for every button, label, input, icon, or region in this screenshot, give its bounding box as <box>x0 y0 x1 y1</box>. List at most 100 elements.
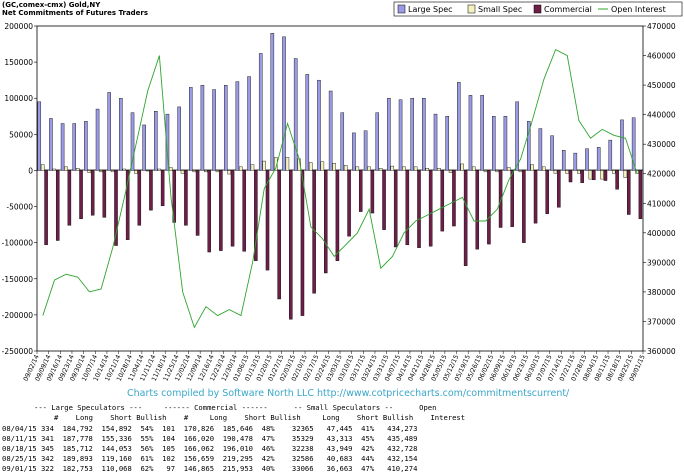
large-spec-bar <box>119 98 123 171</box>
y2-tick-label: 460000 <box>647 52 676 61</box>
y2-tick-label: 400000 <box>647 229 676 238</box>
small-spec-bar <box>448 170 453 173</box>
large-spec-bar <box>305 74 310 171</box>
commercial-bar <box>324 170 328 274</box>
small-spec-bar <box>145 170 150 172</box>
large-spec-bar <box>515 101 519 171</box>
y-tick-label: 50000 <box>9 130 33 139</box>
small-spec-bar <box>204 170 208 173</box>
commercial-bar <box>137 170 142 226</box>
small-spec-bar <box>52 168 57 171</box>
large-spec-bar <box>561 150 566 171</box>
bar-series <box>37 33 643 320</box>
legend-swatch-small-spec <box>467 4 476 14</box>
commercial-bar <box>568 170 573 183</box>
commercial-bar <box>102 170 107 218</box>
small-spec-bar <box>588 170 593 180</box>
small-spec-bar <box>600 170 604 180</box>
large-spec-bar <box>585 148 589 171</box>
chart-header-line1: (GC,comex-cmx) Gold,NY <box>2 1 101 9</box>
small-spec-bar <box>530 164 534 171</box>
commercial-bar <box>289 170 293 320</box>
large-spec-bar <box>538 128 543 171</box>
small-spec-bar <box>134 170 138 174</box>
small-spec-bar <box>577 170 581 174</box>
y2-tick-label: 370000 <box>647 317 676 326</box>
commercial-bar <box>90 170 95 216</box>
small-spec-bar <box>495 170 499 173</box>
y-axis-left: 200000 150000 100000 50000 0 -50000 -100000 -15… <box>2 22 37 356</box>
summary-table: --- Large Speculators --- ------ Commerc… <box>2 403 465 473</box>
commercial-bar <box>440 170 445 232</box>
small-spec-bar <box>437 168 441 171</box>
y2-tick-label: 440000 <box>647 111 676 120</box>
legend-swatch-large-spec <box>397 4 406 14</box>
large-spec-bar <box>457 82 461 171</box>
large-spec-bar <box>142 124 146 171</box>
y-tick-label: -200000 <box>2 311 34 320</box>
y-tick-label: -250000 <box>2 347 34 356</box>
large-spec-bar <box>258 53 263 171</box>
commercial-bar <box>452 170 456 227</box>
commercial-bar <box>79 170 83 220</box>
y2-tick-label: 420000 <box>647 170 676 179</box>
small-spec-bar <box>565 170 569 174</box>
large-spec-bar <box>235 81 240 171</box>
y-tick-label: 0 <box>28 166 33 175</box>
large-spec-bar <box>398 99 403 171</box>
large-spec-bar <box>631 117 636 171</box>
table-row: 08/04/15 334 184,792 154,892 54% 101 170… <box>2 424 417 433</box>
small-spec-bar <box>611 170 616 174</box>
small-spec-bar <box>518 170 523 173</box>
commercial-bar <box>557 170 561 208</box>
y-tick-label: -50000 <box>6 203 33 212</box>
y2-tick-label: 470000 <box>647 22 676 31</box>
commercial-bar <box>417 170 421 248</box>
small-spec-bar <box>367 166 371 171</box>
small-spec-bar <box>553 170 558 174</box>
y-tick-label: -150000 <box>2 275 34 284</box>
y2-tick-label: 430000 <box>647 140 676 149</box>
commercial-bar <box>44 170 48 246</box>
large-spec-bar <box>352 132 356 171</box>
large-spec-bar <box>608 139 613 171</box>
legend-label-commercial: Commercial <box>544 5 592 14</box>
large-spec-bar <box>596 147 601 171</box>
table-row: 09/01/15 322 182,753 110,068 62% 97 146,… <box>2 464 417 473</box>
table-row: 08/25/15 342 189,893 119,160 61% 102 156… <box>2 454 417 463</box>
small-spec-bar <box>64 166 68 171</box>
x-axis-labels: 09/02/1409/09/1409/16/1409/23/1409/30/14… <box>23 351 647 382</box>
large-spec-bar <box>550 135 554 171</box>
commercial-bar <box>265 170 270 271</box>
large-spec-bar <box>433 113 438 171</box>
large-spec-bar <box>72 123 76 171</box>
large-spec-bar <box>282 36 286 171</box>
large-spec-bar <box>200 85 205 171</box>
large-spec-bar <box>223 85 228 171</box>
large-spec-bar <box>480 95 484 171</box>
large-spec-bar <box>95 108 100 171</box>
commercial-bar <box>207 170 211 253</box>
commercial-bar <box>55 170 60 241</box>
large-spec-bar <box>340 112 345 171</box>
open-interest-line <box>42 49 638 329</box>
small-spec-bar <box>169 167 173 171</box>
small-spec-bar <box>40 164 45 171</box>
credit-line: Charts compiled by Software North LLC ht… <box>127 388 570 399</box>
commercial-bar <box>428 170 433 247</box>
commercial-bar <box>522 170 526 243</box>
commercial-bar <box>335 170 340 261</box>
large-spec-bar <box>375 112 379 171</box>
y2-tick-label: 380000 <box>647 288 676 297</box>
y-axis-right: 470000 460000 450000 440000 430000 420000 4100… <box>643 22 676 356</box>
commercial-bar <box>277 170 281 300</box>
large-spec-bar <box>363 130 368 171</box>
commercial-bar <box>370 170 375 214</box>
large-spec-bar <box>165 113 170 171</box>
y2-tick-label: 390000 <box>647 258 676 267</box>
large-spec-bar <box>328 90 333 171</box>
commercial-bar <box>405 170 410 246</box>
large-spec-bar <box>84 121 88 171</box>
small-spec-bar <box>320 161 325 171</box>
small-spec-bar <box>460 163 464 171</box>
